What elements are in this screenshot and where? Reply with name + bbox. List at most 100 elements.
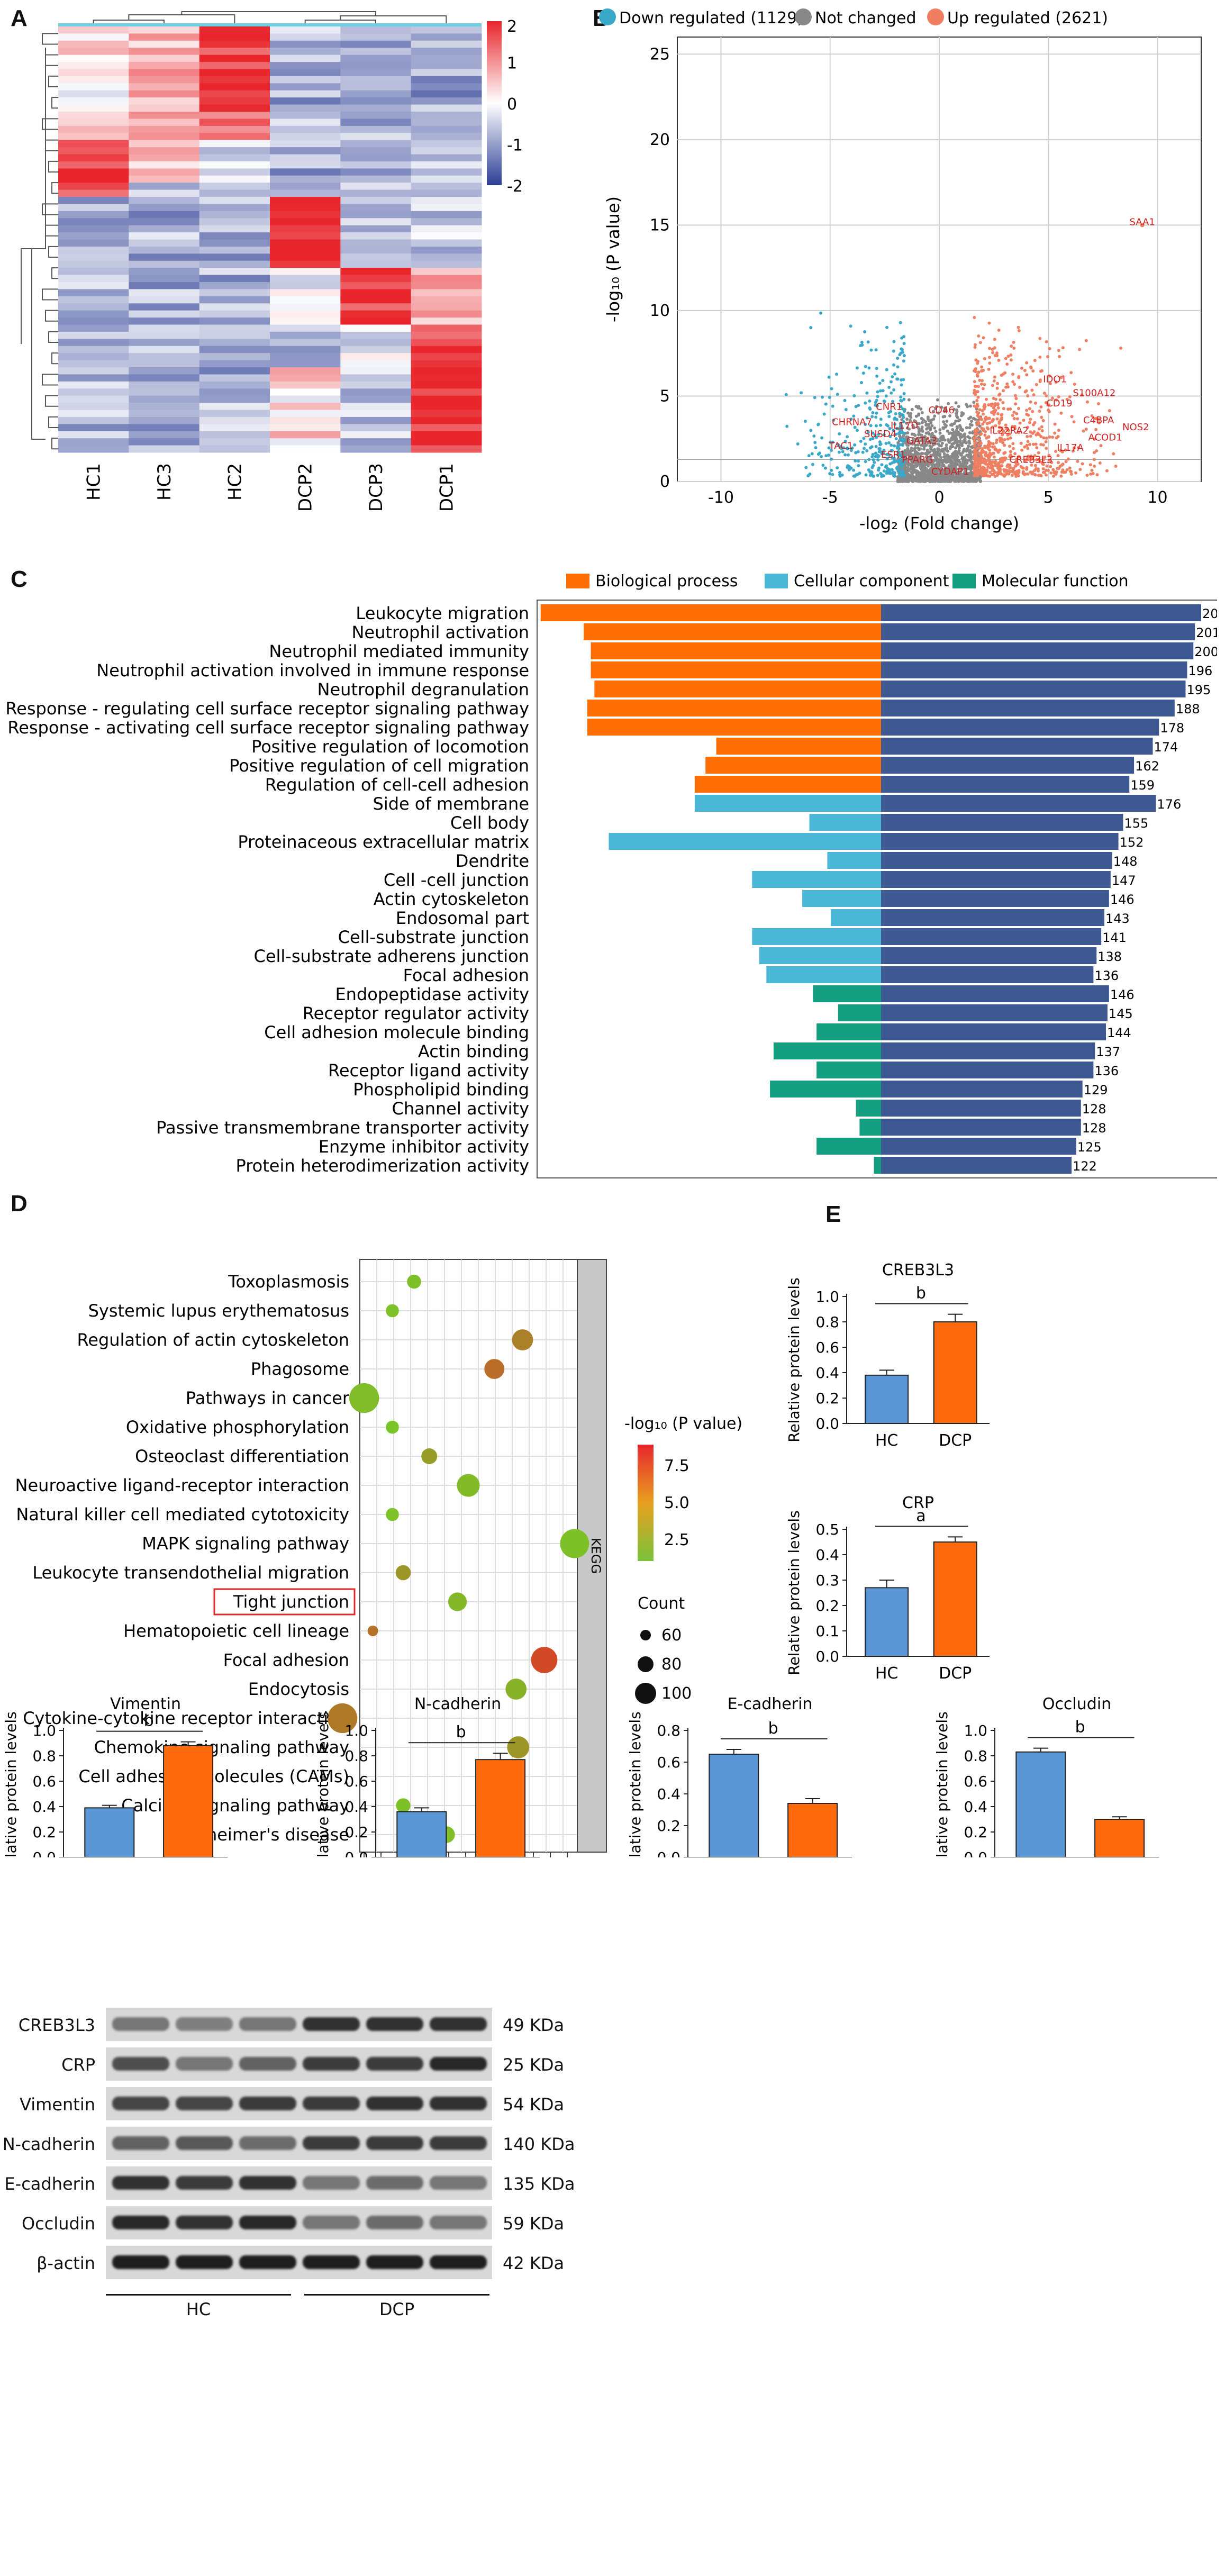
heatmap-cell	[340, 331, 412, 339]
volcano-point-up	[987, 368, 991, 371]
volcano-point-up	[1011, 442, 1015, 446]
volcano-point-down	[872, 458, 875, 461]
heatmap-cell	[199, 310, 270, 318]
heatmap-cell	[129, 346, 200, 353]
bar-y-label: Relative protein levels	[2, 1711, 20, 1857]
blot-band	[430, 2097, 487, 2110]
heatmap-cell	[411, 318, 482, 325]
go-pvalue-bar	[809, 814, 881, 831]
bar-y-tick-label: 0.8	[815, 1313, 839, 1331]
volcano-point-up	[977, 334, 981, 338]
volcano-point-up	[1029, 434, 1032, 438]
blot-band	[239, 2255, 296, 2269]
volcano-point-not-changed	[959, 428, 963, 431]
volcano-point-down	[838, 432, 841, 436]
volcano-point-not-changed	[923, 435, 927, 439]
kegg-bubble	[560, 1529, 589, 1558]
volcano-point-up	[1059, 474, 1063, 478]
heatmap-cell	[58, 260, 129, 268]
heatmap-cell	[129, 119, 200, 126]
volcano-point-up	[1028, 407, 1031, 411]
volcano-point-up	[1031, 369, 1035, 373]
volcano-point-down	[857, 459, 860, 463]
bar-y-tick-label: 0.2	[344, 1824, 368, 1841]
go-count-bar	[881, 890, 1109, 907]
volcano-point-up	[1027, 455, 1030, 458]
volcano-point-not-changed	[909, 415, 913, 419]
volcano-point-up	[1025, 361, 1029, 365]
heatmap-cell	[199, 339, 270, 347]
volcano-gene-label-down: ESR1	[881, 449, 906, 460]
volcano-point-up	[976, 460, 980, 464]
volcano-point-up	[973, 461, 976, 465]
volcano-legend-marker	[927, 8, 944, 25]
volcano-point-down	[831, 404, 834, 408]
volcano-point-down	[865, 391, 869, 395]
bar-y-tick-label: 0.0	[815, 1648, 839, 1665]
volcano-point-down	[870, 470, 874, 474]
heatmap-cell	[411, 40, 482, 48]
volcano-point-down	[878, 389, 882, 393]
kegg-bubble	[395, 1565, 411, 1581]
volcano-point-up	[1012, 340, 1015, 344]
heatmap-cell	[340, 83, 412, 91]
blot-band	[303, 2176, 360, 2190]
volcano-point-down	[900, 424, 903, 428]
heatmap-cell	[58, 367, 129, 375]
volcano-point-up	[983, 403, 986, 406]
volcano-point-not-changed	[919, 407, 923, 411]
go-pvalue-bar	[752, 928, 881, 945]
volcano-point-up	[1054, 380, 1058, 384]
heatmap-cell	[199, 119, 270, 126]
volcano-point-up	[979, 459, 983, 462]
heatmap-cell	[340, 147, 412, 155]
volcano-point-up	[980, 466, 984, 470]
blot-protein-label: β-actin	[37, 2253, 95, 2273]
go-term-label: Passive transmembrane transporter activi…	[156, 1118, 529, 1138]
volcano-point-down	[893, 444, 896, 448]
volcano-point-down	[882, 433, 886, 437]
volcano-point-not-changed	[931, 453, 935, 457]
volcano-point-not-changed	[911, 464, 915, 468]
heatmap-cell	[270, 55, 341, 62]
volcano-point-not-changed	[922, 445, 926, 449]
volcano-point-up	[1035, 446, 1039, 450]
go-count-bar	[881, 1138, 1076, 1155]
volcano-point-not-changed	[937, 468, 941, 472]
volcano-point-down	[896, 357, 900, 360]
volcano-point-down	[901, 350, 904, 354]
volcano-point-down	[814, 446, 818, 449]
heatmap-cell	[199, 246, 270, 254]
volcano-point-down	[888, 427, 892, 430]
volcano-point-not-changed	[955, 410, 959, 413]
volcano-point-up	[1011, 373, 1015, 376]
go-count-bar	[881, 1100, 1081, 1117]
volcano-point-up	[988, 455, 992, 458]
heatmap-column-dendrogram	[93, 11, 447, 24]
heatmap-cell	[199, 40, 270, 48]
volcano-point-down	[823, 466, 827, 470]
heatmap-cell	[58, 104, 129, 112]
bar-chart-title: N-cadherin	[414, 1695, 501, 1713]
volcano-point-up	[1005, 382, 1009, 386]
volcano-point-up	[1010, 474, 1014, 477]
blot-band	[366, 2176, 423, 2190]
volcano-point-up	[1015, 417, 1019, 421]
volcano-point-up	[995, 417, 999, 421]
go-count-label: 141	[1102, 930, 1127, 945]
heatmap-cell	[58, 268, 129, 276]
go-count-bar	[881, 738, 1153, 755]
volcano-point-up	[1041, 458, 1045, 461]
heatmap-cell	[411, 388, 482, 396]
heatmap-cell	[411, 253, 482, 261]
volcano-point-up	[1046, 355, 1050, 358]
volcano-point-up	[1011, 447, 1015, 450]
go-count-bar	[881, 719, 1159, 736]
bar-y-tick-label: 0.0	[344, 1849, 368, 1857]
volcano-point-not-changed	[967, 416, 970, 420]
volcano-point-up	[974, 393, 977, 396]
go-count-label: 200	[1194, 645, 1217, 659]
heatmap-cell	[199, 161, 270, 169]
